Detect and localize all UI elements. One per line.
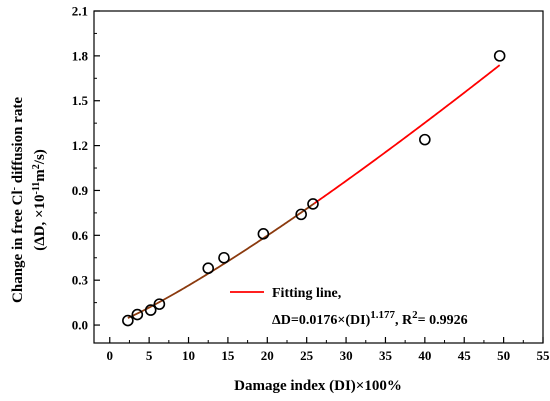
- y-axis-ticks: 0.0 0.3 0.6 0.9 1.2 1.5 1.8 2.1: [72, 4, 100, 333]
- x-axis-label: Damage index (DI)×100%: [234, 378, 402, 394]
- y-axis-label-line2-prefix: (ΔD, ×10: [32, 195, 48, 251]
- y-axis-label-line2-suffix: /s): [32, 149, 48, 165]
- y-axis-label-line1-sup: -: [9, 187, 20, 190]
- data-points: [122, 50, 506, 327]
- x-tick-label: 10: [182, 348, 195, 363]
- legend-equation-suffix: = 0.9926: [418, 313, 468, 328]
- x-tick-label: 45: [458, 348, 472, 363]
- fit-curve-segment-high: [314, 64, 501, 204]
- data-point: [202, 262, 215, 275]
- y-tick-label: 0.6: [72, 228, 89, 243]
- y-tick-label: 0.0: [72, 318, 88, 333]
- data-point: [295, 208, 307, 221]
- y-tick-label: 1.8: [72, 48, 89, 63]
- x-tick-label: 25: [300, 348, 314, 363]
- legend-equation-mid: , R: [395, 313, 413, 328]
- y-tick-label: 1.2: [72, 138, 88, 153]
- data-point: [144, 304, 157, 316]
- x-tick-label: 30: [340, 348, 353, 363]
- y-tick-label: 1.5: [72, 93, 89, 108]
- y-axis-label: Change in free Cl- diffusion rate (ΔD, ×…: [9, 97, 49, 303]
- y-tick-label: 0.3: [72, 273, 89, 288]
- data-point: [153, 298, 166, 310]
- legend-equation: ΔD=0.0176×(DI)1.177, R2= 0.9926: [272, 309, 468, 328]
- data-point: [493, 50, 506, 62]
- x-tick-label: 5: [146, 348, 153, 363]
- x-tick-label: 0: [107, 348, 114, 363]
- data-point: [122, 314, 134, 327]
- plot-frame: [93, 10, 544, 344]
- x-tick-label: 15: [221, 348, 235, 363]
- x-tick-label: 55: [537, 348, 550, 363]
- svg-text:Change in free Cl- diffusion r: Change in free Cl- diffusion rate: [9, 97, 27, 303]
- y-axis-label-line2-mid: m: [32, 169, 48, 182]
- y-tick-label: 0.9: [72, 183, 89, 198]
- data-point: [218, 251, 230, 264]
- legend-fit-label: Fitting line,: [272, 286, 341, 301]
- x-tick-label: 35: [379, 348, 393, 363]
- x-axis-ticks: 0 5 10 15 20 25 30 35 40 45 50 55: [107, 337, 550, 363]
- legend-equation-prefix: ΔD=0.0176×(DI): [272, 313, 371, 328]
- data-point: [307, 198, 319, 210]
- fit-curve-segment-low: [127, 202, 316, 319]
- x-tick-label: 40: [418, 348, 431, 363]
- y-tick-label: 2.1: [72, 4, 88, 19]
- x-tick-label: 20: [261, 348, 274, 363]
- legend-equation-sup1: 1.177: [370, 309, 395, 321]
- legend: Fitting line, ΔD=0.0176×(DI)1.177, R2= 0…: [230, 286, 468, 328]
- data-point: [131, 308, 144, 321]
- data-point: [419, 133, 431, 146]
- x-tick-label: 50: [497, 348, 510, 363]
- svg-text:(ΔD, ×10-11m2/s): (ΔD, ×10-11m2/s): [31, 149, 49, 251]
- y-axis-label-line1-suffix: diffusion rate: [10, 97, 26, 187]
- legend-equation-sup2: 2: [412, 309, 418, 321]
- fit-curve: [127, 64, 501, 319]
- y-axis-label-line1-prefix: Change in free Cl: [10, 190, 26, 303]
- y-axis-label-line2-sup1: -11: [31, 182, 42, 195]
- y-axis-label-line2-sup2: 2: [31, 164, 42, 169]
- data-point: [257, 228, 270, 240]
